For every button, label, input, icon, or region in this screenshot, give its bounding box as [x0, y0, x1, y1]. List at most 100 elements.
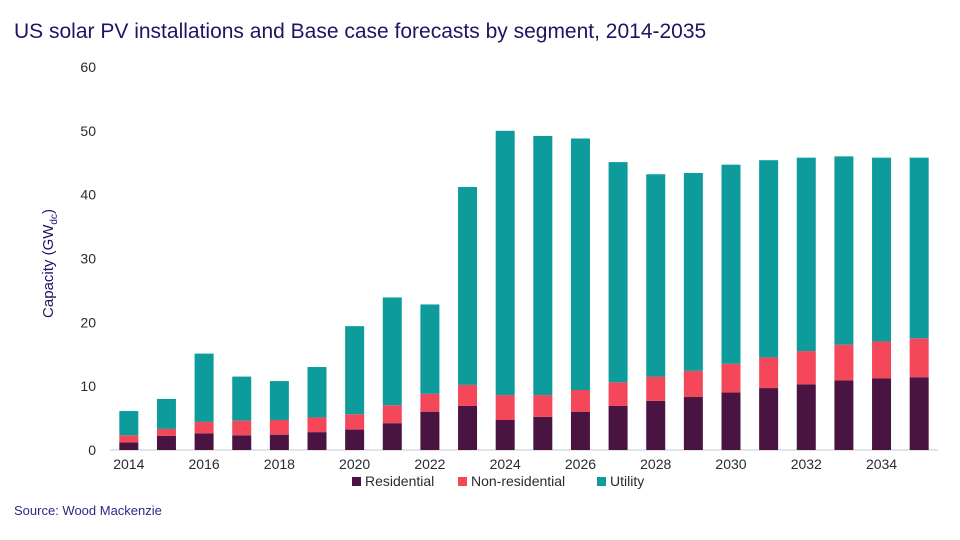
bar-utility-2016	[194, 353, 214, 422]
bar-non-residential-2016	[194, 421, 214, 434]
bar-residential-2020	[345, 429, 365, 450]
y-tick-label: 60	[80, 59, 96, 75]
bar-non-residential-2027	[608, 382, 628, 406]
bar-non-residential-2017	[232, 420, 252, 436]
bar-residential-2021	[382, 423, 402, 450]
bar-non-residential-2031	[759, 357, 779, 389]
legend: Residential Non-residential Utility	[352, 473, 644, 489]
bar-utility-2015	[156, 398, 176, 429]
bar-utility-2033	[834, 156, 854, 345]
bar-utility-2019	[307, 367, 327, 418]
chart-title: US solar PV installations and Base case …	[14, 20, 707, 43]
legend-label-residential: Residential	[365, 473, 434, 489]
y-tick-label: 20	[80, 314, 96, 330]
bar-residential-2030	[721, 392, 741, 450]
y-tick-label: 10	[80, 378, 96, 394]
source-note: Source: Wood Mackenzie	[14, 503, 162, 518]
bar-non-residential-2019	[307, 417, 327, 433]
bar-non-residential-2029	[683, 370, 703, 398]
bar-utility-2020	[345, 326, 365, 415]
x-tick-label: 2034	[866, 456, 897, 472]
y-axis-label: Capacity (GWdc)	[40, 209, 60, 318]
bar-non-residential-2022	[420, 393, 440, 412]
bar-residential-2015	[156, 435, 176, 450]
bar-non-residential-2035	[909, 338, 929, 378]
y-tick-label: 30	[80, 251, 96, 267]
bar-non-residential-2028	[646, 376, 666, 401]
bar-non-residential-2018	[269, 419, 289, 435]
bar-non-residential-2030	[721, 363, 741, 393]
y-tick-label: 0	[88, 442, 96, 458]
legend-label-utility: Utility	[610, 473, 644, 489]
bar-utility-2030	[721, 164, 741, 364]
bar-utility-2024	[495, 130, 515, 396]
bar-residential-2034	[872, 378, 892, 450]
bar-non-residential-2024	[495, 395, 515, 420]
y-axis-label-subscript: dc	[49, 214, 60, 225]
bar-utility-2014	[119, 411, 139, 436]
bar-residential-2024	[495, 419, 515, 450]
bar-non-residential-2020	[345, 414, 365, 430]
x-tick-label: 2032	[791, 456, 822, 472]
x-tick-label: 2014	[113, 456, 144, 472]
bar-residential-2026	[570, 411, 590, 450]
bar-utility-2017	[232, 376, 252, 421]
bar-utility-2025	[533, 135, 553, 396]
bar-non-residential-2026	[570, 389, 590, 412]
x-tick-label: 2016	[189, 456, 220, 472]
bar-utility-2029	[683, 172, 703, 371]
legend-label-non-residential: Non-residential	[471, 473, 565, 489]
bar-residential-2022	[420, 411, 440, 450]
bar-utility-2032	[796, 157, 816, 352]
bars	[119, 130, 929, 450]
bar-residential-2033	[834, 380, 854, 450]
bar-residential-2014	[119, 442, 139, 450]
legend-swatch-residential	[352, 477, 361, 486]
bar-residential-2032	[796, 384, 816, 450]
x-tick-label: 2028	[640, 456, 671, 472]
bar-utility-2026	[570, 138, 590, 390]
bar-residential-2029	[683, 397, 703, 450]
bar-non-residential-2025	[533, 395, 553, 417]
bar-residential-2019	[307, 432, 327, 450]
x-tick-label: 2026	[565, 456, 596, 472]
bar-utility-2031	[759, 160, 779, 358]
y-axis-label-close: )	[40, 209, 57, 214]
bar-utility-2034	[872, 157, 892, 342]
bar-residential-2027	[608, 405, 628, 450]
x-tick-label: 2020	[339, 456, 370, 472]
bar-residential-2025	[533, 416, 553, 450]
y-axis-title: Capacity (GWdc)	[40, 209, 60, 318]
bar-utility-2021	[382, 297, 402, 406]
bar-residential-2031	[759, 388, 779, 450]
bar-non-residential-2034	[872, 341, 892, 379]
bar-residential-2017	[232, 435, 252, 450]
bar-residential-2028	[646, 400, 666, 450]
bar-non-residential-2014	[119, 435, 139, 443]
bar-utility-2028	[646, 174, 666, 377]
y-tick-label: 50	[80, 123, 96, 139]
bar-non-residential-2023	[458, 384, 478, 406]
bar-residential-2023	[458, 405, 478, 450]
y-axis-label-main: Capacity (GW	[40, 224, 57, 318]
bar-residential-2016	[194, 433, 214, 450]
y-axis-ticks: 0 10 20 30 40 50 60	[80, 59, 96, 458]
bar-non-residential-2033	[834, 344, 854, 381]
bar-non-residential-2015	[156, 428, 176, 436]
bar-residential-2035	[909, 377, 929, 450]
x-tick-label: 2030	[715, 456, 746, 472]
legend-swatch-non-residential	[458, 477, 467, 486]
bar-non-residential-2032	[796, 351, 816, 385]
bar-residential-2018	[269, 434, 289, 450]
bar-utility-2018	[269, 381, 289, 420]
legend-swatch-utility	[597, 477, 606, 486]
x-axis-ticks: 2014 2016 2018 2020 2022 2024 2026 2028 2030 2032…	[113, 456, 897, 472]
x-tick-label: 2022	[414, 456, 445, 472]
bar-utility-2035	[909, 157, 929, 339]
bar-utility-2027	[608, 162, 628, 383]
bar-non-residential-2021	[382, 405, 402, 424]
bar-utility-2023	[458, 187, 478, 385]
y-tick-label: 40	[80, 187, 96, 203]
x-tick-label: 2018	[264, 456, 295, 472]
